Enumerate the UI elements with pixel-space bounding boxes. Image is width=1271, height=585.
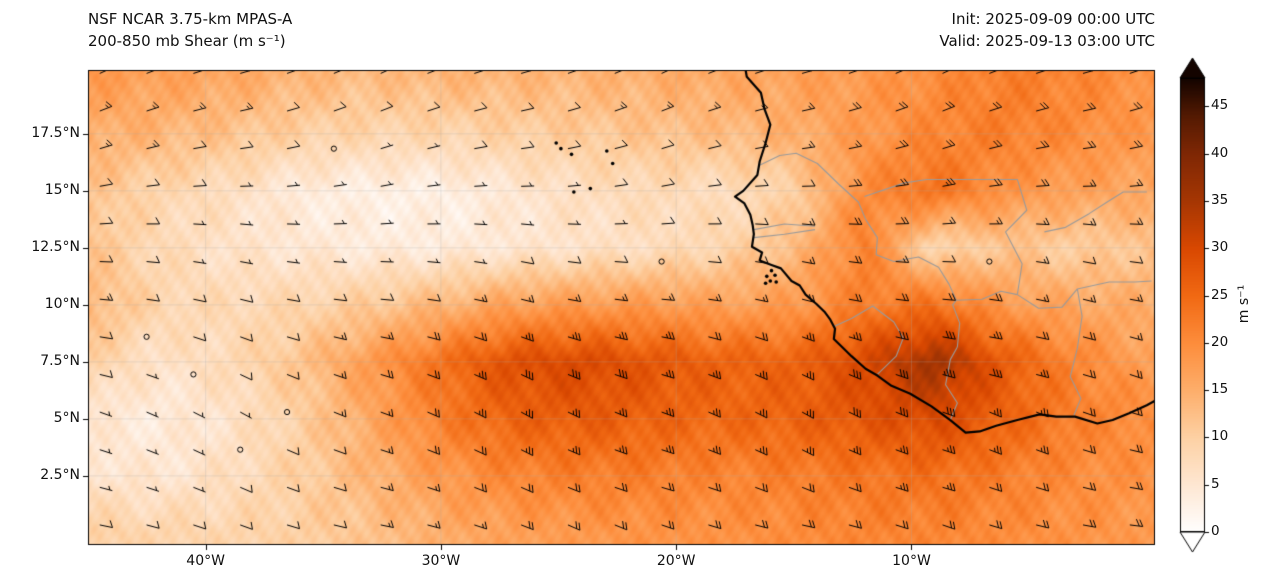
x-tick-label: 10°W	[892, 553, 931, 569]
title-right-block: Init: 2025-09-09 00:00 UTC Valid: 2025-0…	[939, 8, 1155, 52]
y-tick-label: 12.5°N	[31, 238, 80, 255]
colorbar-tick-label: 0	[1211, 523, 1220, 539]
colorbar-tick-label: 40	[1211, 144, 1229, 161]
title-left-block: NSF NCAR 3.75-km MPAS-A 200-850 mb Shear…	[88, 8, 292, 52]
colorbar-tick-label: 25	[1211, 286, 1229, 303]
model-title: NSF NCAR 3.75-km MPAS-A	[88, 10, 293, 28]
y-tick-label: 10°N	[44, 295, 80, 312]
y-tick-label: 5°N	[53, 409, 80, 426]
field-title: 200-850 mb Shear (m s⁻¹)	[88, 32, 286, 50]
init-time-label: Init: 2025-09-09 00:00 UTC	[951, 10, 1155, 28]
colorbar-unit-label: m s⁻¹	[1236, 284, 1252, 324]
colorbar-tick-label: 15	[1211, 381, 1229, 398]
x-tick-label: 20°W	[656, 553, 696, 569]
y-tick-label: 7.5°N	[40, 352, 80, 369]
colorbar-tick-label: 10	[1211, 428, 1229, 445]
colorbar-tick-label: 35	[1211, 191, 1229, 208]
x-tick-label: 30°W	[421, 553, 461, 569]
valid-time-label: Valid: 2025-09-13 03:00 UTC	[939, 32, 1155, 50]
colorbar-tick-label: 20	[1211, 333, 1229, 350]
y-tick-label: 15°N	[44, 181, 80, 198]
y-tick-label: 17.5°N	[31, 124, 80, 141]
x-tick-label: 40°W	[186, 553, 225, 569]
colorbar-tick-label: 30	[1211, 239, 1229, 256]
y-tick-label: 2.5°N	[40, 466, 80, 483]
colorbar-tick-label: 45	[1211, 97, 1229, 114]
colorbar-tick-label: 5	[1211, 475, 1220, 492]
